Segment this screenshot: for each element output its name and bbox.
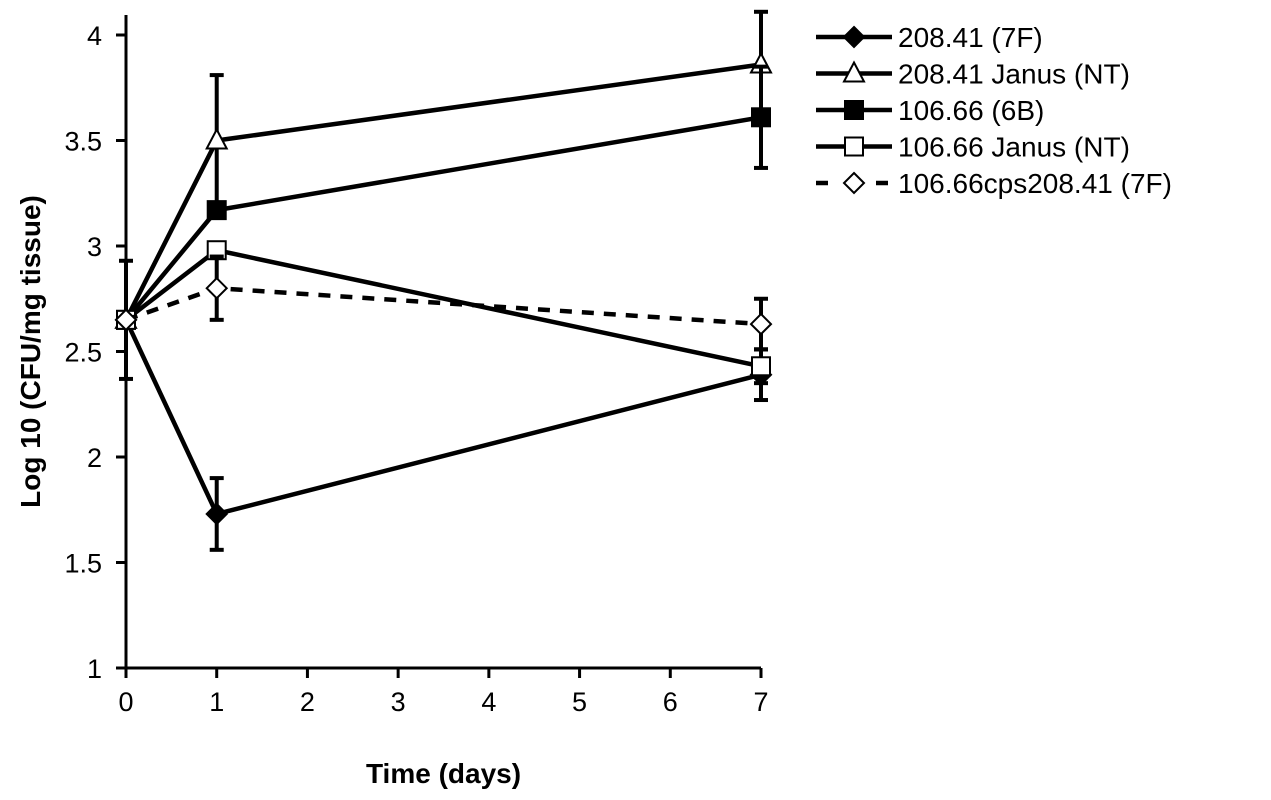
x-tick-label: 3	[391, 687, 406, 717]
legend-label: 106.66 (6B)	[898, 95, 1044, 126]
legend-label: 208.41 (7F)	[898, 22, 1043, 53]
legend-item-106-66-6b: 106.66 (6B)	[816, 95, 1044, 126]
data-point	[205, 127, 229, 150]
x-tick-label: 2	[300, 687, 315, 717]
legend-label: 106.66 Janus (NT)	[898, 132, 1130, 163]
data-point	[749, 312, 773, 336]
y-tick-label: 3.5	[64, 127, 102, 157]
x-tick-label: 7	[753, 687, 768, 717]
legend-item-208-41-janus-nt: 208.41 Janus (NT)	[816, 59, 1130, 90]
legend-item-106-66-janus-nt: 106.66 Janus (NT)	[816, 132, 1130, 163]
data-point	[751, 107, 771, 128]
series-106-66cps208-41-7f	[114, 254, 773, 352]
y-axis-ticks: 1 1.5 2 2.5 3 3.5 4	[64, 21, 126, 684]
series-line	[123, 318, 762, 517]
data-point	[205, 276, 229, 300]
data-point	[751, 356, 771, 377]
data-point	[206, 200, 227, 221]
x-tick-label: 5	[572, 687, 587, 717]
y-axis-title: Log 10 (CFU/mg tissue)	[15, 195, 46, 508]
data-point	[205, 502, 229, 526]
x-tick-label: 0	[118, 687, 133, 717]
legend-label: 208.41 Janus (NT)	[898, 59, 1130, 90]
data-point	[114, 308, 138, 332]
y-tick-label: 3	[87, 232, 102, 262]
series-line	[124, 247, 762, 369]
legend-marker	[842, 171, 866, 195]
x-tick-label: 1	[209, 687, 224, 717]
x-axis-ticks: 0 1 2 3 4 5 6 7	[118, 668, 769, 717]
x-tick-label: 4	[481, 687, 496, 717]
legend-marker	[842, 60, 866, 83]
legend: 208.41 (7F) 208.41 Janus (NT) 106.66 (6B) 1…	[816, 22, 1172, 199]
legend-item-106-66cps208-41-7f: 106.66cps208.41 (7F)	[816, 168, 1172, 199]
x-tick-label: 6	[663, 687, 678, 717]
legend-label: 106.66cps208.41 (7F)	[898, 168, 1172, 199]
x-axis-title: Time (days)	[366, 758, 521, 789]
y-tick-label: 4	[87, 21, 102, 51]
legend-marker	[844, 100, 864, 120]
y-tick-label: 1.5	[64, 549, 102, 579]
y-tick-label: 2	[87, 443, 102, 473]
legend-marker	[844, 136, 864, 157]
legend-item-208-41-7f: 208.41 (7F)	[816, 22, 1043, 53]
legend-marker	[842, 25, 866, 49]
plot-area	[114, 9, 773, 552]
y-tick-label: 1	[87, 654, 102, 684]
y-tick-label: 2.5	[64, 338, 102, 368]
